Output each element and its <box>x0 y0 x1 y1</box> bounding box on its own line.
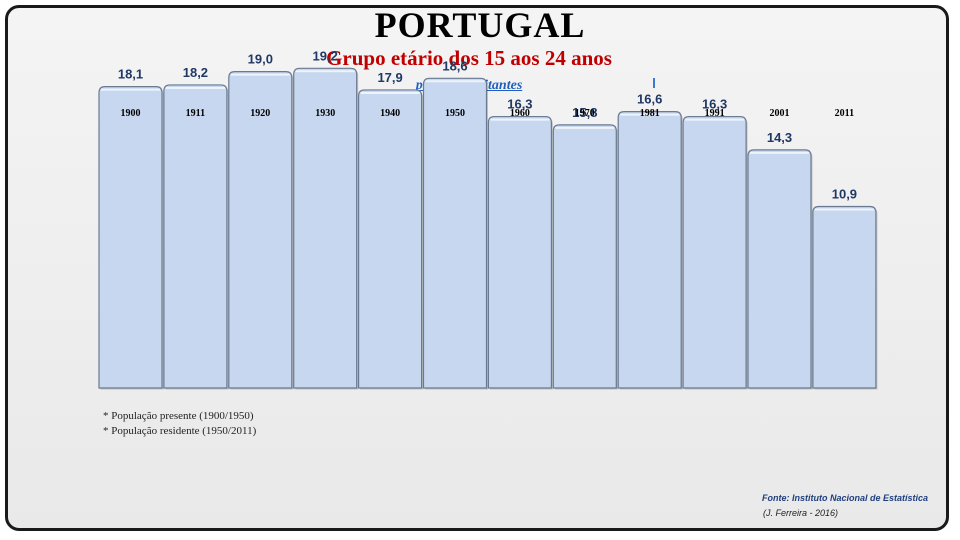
value-label-1940: 17,9 <box>377 70 402 85</box>
category-label-1930: 1930 <box>315 108 335 119</box>
value-label-2001: 14,3 <box>767 130 792 145</box>
bar-1981 <box>617 110 682 389</box>
category-label-2011: 2011 <box>835 108 854 119</box>
category-label-1981: 1981 <box>640 108 660 119</box>
bar-1920 <box>228 71 293 389</box>
bar-1970 <box>552 124 617 389</box>
source-credit: Fonte: Instituto Nacional de Estatística <box>762 493 929 503</box>
value-label-1911: 18,2 <box>183 65 208 80</box>
category-label-1960: 1960 <box>510 108 530 119</box>
value-label-1981: 16,6 <box>637 92 662 107</box>
category-label-1920: 1920 <box>250 108 270 119</box>
category-label-1950: 1950 <box>445 108 465 119</box>
bar-1991 <box>682 115 747 389</box>
category-label-1900: 1900 <box>121 108 141 119</box>
category-label-2001: 2001 <box>770 108 790 119</box>
bar-1950 <box>422 77 488 389</box>
value-label-1930: 19,2 <box>313 48 338 63</box>
bar-2011 <box>812 205 877 389</box>
cursor-mark <box>653 78 655 88</box>
footnotes: * População presente (1900/1950) * Popul… <box>103 409 256 439</box>
bar-1900 <box>98 86 163 389</box>
value-label-1991: 16,3 <box>702 97 727 112</box>
bar-1940 <box>358 89 423 389</box>
category-label-1940: 1940 <box>380 108 400 119</box>
bar-1930 <box>293 67 358 389</box>
value-label-1970: 15,8 <box>572 105 597 120</box>
bar-1911 <box>163 84 228 389</box>
category-label-1911: 1911 <box>186 108 205 119</box>
footnote-residente: * População residente (1950/2011) <box>103 425 257 437</box>
footnote-presente: * População presente (1900/1950) <box>103 410 254 422</box>
bar-1960 <box>487 115 552 389</box>
chart-subtitle: Grupo etário dos 15 aos 24 anos <box>326 46 612 70</box>
value-label-1950: 18,6 <box>442 58 467 73</box>
value-label-1960: 16,3 <box>507 97 532 112</box>
category-label-1970: 1970 <box>575 108 595 119</box>
bar-2001 <box>747 149 812 389</box>
category-label-1991: 1991 <box>705 108 725 119</box>
value-label-1920: 19,0 <box>248 52 273 67</box>
value-label-2011: 10,9 <box>832 187 857 202</box>
author-credit: (J. Ferreira - 2016) <box>763 508 839 518</box>
value-label-1900: 18,1 <box>118 67 143 82</box>
chart-title: PORTUGAL <box>374 5 586 45</box>
